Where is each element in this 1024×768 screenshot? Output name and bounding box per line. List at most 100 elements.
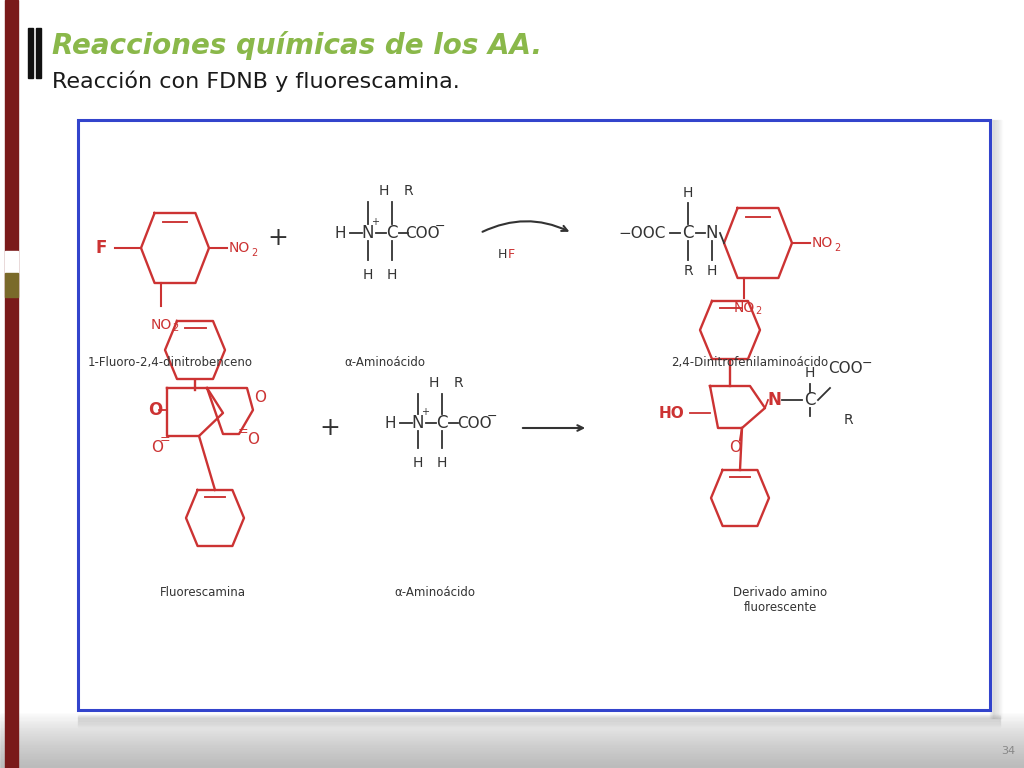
Bar <box>998 120 1001 718</box>
Text: R: R <box>843 413 853 427</box>
Text: Derivado amino
fluorescente: Derivado amino fluorescente <box>733 586 827 614</box>
Bar <box>990 120 993 718</box>
Text: 2: 2 <box>172 323 178 333</box>
Text: O: O <box>247 432 259 448</box>
Bar <box>0 732 1024 733</box>
Bar <box>0 753 1024 754</box>
Bar <box>0 757 1024 758</box>
Bar <box>996 120 999 718</box>
Bar <box>0 713 1024 714</box>
Text: N: N <box>412 414 424 432</box>
Text: H: H <box>437 456 447 470</box>
Bar <box>0 749 1024 750</box>
Text: 2: 2 <box>755 306 761 316</box>
Bar <box>0 764 1024 765</box>
Text: NO: NO <box>229 241 250 255</box>
Text: C: C <box>804 391 816 409</box>
Text: −: − <box>435 220 445 233</box>
Bar <box>0 741 1024 742</box>
Bar <box>28 28 33 78</box>
Bar <box>78 720 1000 723</box>
Text: H: H <box>384 415 395 431</box>
Bar <box>0 728 1024 729</box>
Text: F: F <box>95 239 106 257</box>
Bar <box>0 725 1024 726</box>
Text: 2: 2 <box>834 243 841 253</box>
Text: H: H <box>429 376 439 390</box>
Text: α-Aminoácido: α-Aminoácido <box>344 356 426 369</box>
Text: R: R <box>403 184 413 198</box>
Text: R: R <box>683 264 693 278</box>
Text: H: H <box>413 456 423 470</box>
Bar <box>0 721 1024 722</box>
Bar <box>78 715 1000 718</box>
Bar <box>0 734 1024 735</box>
Bar <box>0 743 1024 744</box>
Text: C: C <box>682 224 693 242</box>
Bar <box>0 747 1024 748</box>
Text: +: + <box>371 217 379 227</box>
Text: COO: COO <box>404 226 439 240</box>
Text: H: H <box>683 186 693 200</box>
Bar <box>0 715 1024 716</box>
Text: H: H <box>387 268 397 282</box>
Bar <box>78 719 1000 722</box>
Text: 1-Fluoro-2,4-dinitrobenceno: 1-Fluoro-2,4-dinitrobenceno <box>87 356 253 369</box>
Text: 2,4-Dinitrofenilaminoácido: 2,4-Dinitrofenilaminoácido <box>672 356 828 369</box>
Bar <box>0 736 1024 737</box>
Bar <box>0 717 1024 718</box>
Text: =: = <box>238 425 248 439</box>
Text: O: O <box>151 441 163 455</box>
Bar <box>0 716 1024 717</box>
Bar <box>78 724 1000 727</box>
Bar <box>999 120 1002 718</box>
Bar <box>0 766 1024 767</box>
Bar <box>0 733 1024 734</box>
Bar <box>0 739 1024 740</box>
Bar <box>0 751 1024 752</box>
Bar <box>0 746 1024 747</box>
Bar <box>78 718 1000 721</box>
Text: +: + <box>267 226 289 250</box>
Bar <box>0 762 1024 763</box>
Text: +: + <box>319 416 340 440</box>
Text: 2: 2 <box>251 248 257 258</box>
Bar <box>993 120 996 718</box>
Bar <box>5 273 18 297</box>
Bar <box>0 756 1024 757</box>
Text: α-Aminoácido: α-Aminoácido <box>394 586 475 599</box>
Text: H: H <box>334 226 346 240</box>
Text: H: H <box>362 268 373 282</box>
Text: COO: COO <box>827 361 862 376</box>
Bar <box>0 722 1024 723</box>
Bar <box>0 754 1024 755</box>
Bar <box>0 760 1024 761</box>
Text: −OOC: −OOC <box>618 226 666 240</box>
Bar <box>0 731 1024 732</box>
Text: 34: 34 <box>1000 746 1015 756</box>
Bar <box>78 716 1000 719</box>
Text: −: − <box>486 409 498 422</box>
Bar <box>0 727 1024 728</box>
Bar <box>0 714 1024 715</box>
Bar <box>0 767 1024 768</box>
Bar <box>0 737 1024 738</box>
Bar <box>5 251 18 273</box>
Bar <box>78 721 1000 724</box>
Bar <box>0 748 1024 749</box>
Bar <box>0 718 1024 719</box>
Text: H: H <box>379 184 389 198</box>
Bar <box>0 723 1024 724</box>
Bar <box>994 120 997 718</box>
Bar <box>0 744 1024 745</box>
Bar <box>78 120 990 710</box>
Text: NO: NO <box>151 318 172 332</box>
Bar <box>0 765 1024 766</box>
Bar <box>0 763 1024 764</box>
Bar <box>0 730 1024 731</box>
Bar <box>0 759 1024 760</box>
Bar <box>0 729 1024 730</box>
Text: Reacción con FDNB y fluorescamina.: Reacción con FDNB y fluorescamina. <box>52 71 460 92</box>
Bar <box>0 719 1024 720</box>
Text: C: C <box>386 224 397 242</box>
